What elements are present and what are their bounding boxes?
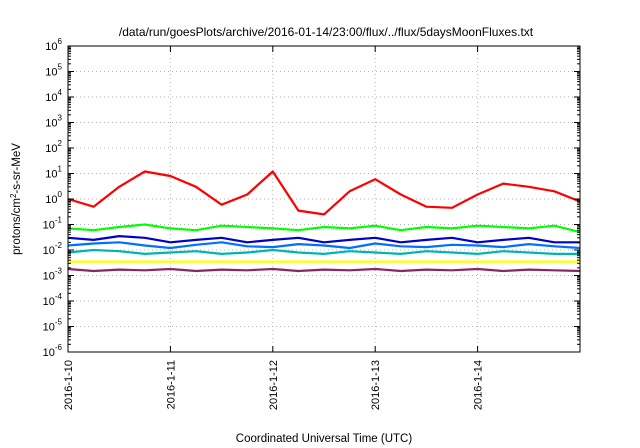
x-tick-label: 2016-1-12 [268, 360, 280, 410]
y-axis-label: protons/cm2-s-sr-MeV [9, 143, 23, 255]
y-tick-label: 105 [45, 63, 62, 79]
y-tick-label: 10-1 [43, 216, 63, 232]
grid [68, 46, 580, 352]
y-axis-label-sup: 2 [9, 193, 18, 198]
x-axis-label: Coordinated Universal Time (UTC) [236, 433, 413, 445]
x-tick-label: 2016-1-11 [165, 360, 177, 409]
data-series [67, 170, 581, 273]
y-tick-label: 102 [45, 139, 62, 155]
series-line-3 [67, 235, 580, 244]
y-tick-label: 104 [45, 88, 62, 104]
x-axis-ticks: 2016-1-10 2016-1-11 2016-1-12 2016-1-13 2016… [63, 46, 485, 410]
y-tick-label: 10-4 [43, 292, 63, 308]
series-line-5 [67, 248, 580, 255]
y-tick-label: 10-5 [43, 318, 63, 334]
x-tick-label: 2016-1-14 [473, 360, 485, 410]
series-line-4 [67, 241, 581, 250]
y-tick-label: 103 [45, 114, 62, 130]
series-line-7 [67, 267, 581, 273]
y-tick-label: 10-2 [43, 241, 63, 257]
x-tick-label: 2016-1-10 [63, 360, 75, 410]
series-line-2 [67, 223, 581, 234]
y-tick-label: 100 [45, 190, 62, 206]
y-tick-label: 10-3 [43, 267, 63, 283]
series-line-1 [67, 170, 581, 216]
y-tick-label: 106 [45, 37, 62, 53]
y-axis-ticks: 106 105 104 103 102 101 100 10-1 10-2 10-3 10-4 10-… [43, 37, 580, 359]
y-tick-label: 10-6 [43, 343, 63, 359]
x-tick-label: 2016-1-13 [370, 360, 382, 410]
y-tick-label: 101 [45, 165, 62, 181]
chart-title: /data/run/goesPlots/archive/2016-01-14/2… [119, 25, 534, 39]
